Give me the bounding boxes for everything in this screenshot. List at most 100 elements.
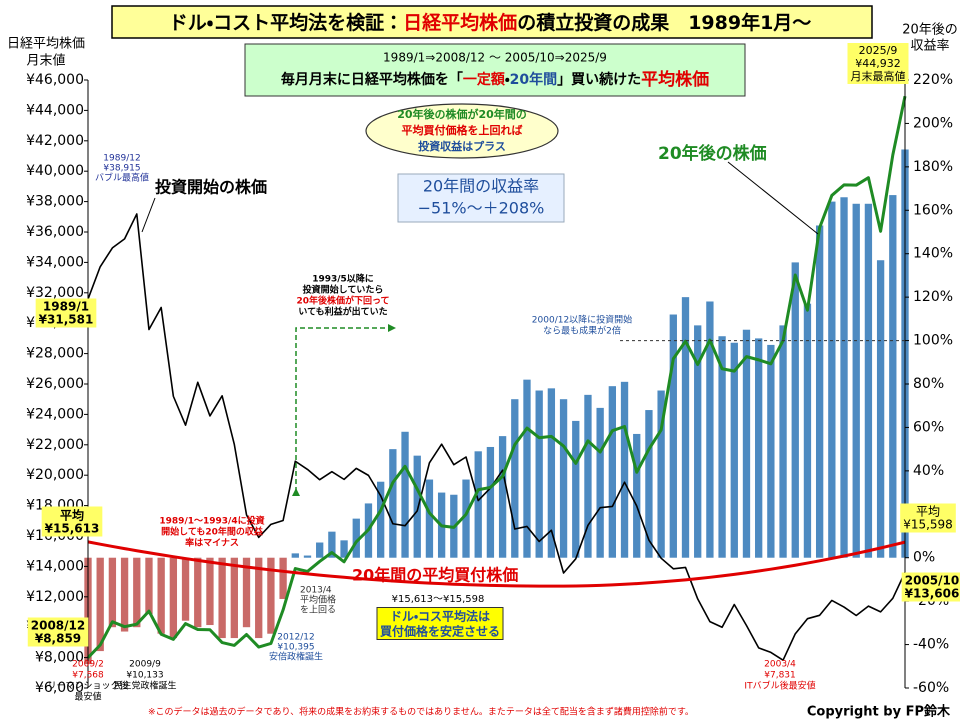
y-tick-label: ¥34,000	[26, 254, 84, 270]
y2-tick-label: -60%	[913, 680, 949, 696]
annotation-text: なら最も成果が2倍	[543, 325, 621, 337]
y2-tick-label: 220%	[913, 72, 953, 88]
bar	[791, 262, 799, 558]
bar	[242, 557, 251, 628]
annotation-text: ¥31,581	[39, 313, 94, 327]
annotation-text: 平均	[60, 508, 84, 523]
annotation-text: ¥8,859	[35, 632, 81, 646]
annotation-text: を上回る	[300, 605, 336, 616]
bar	[694, 325, 702, 558]
bar	[462, 479, 470, 558]
bar	[401, 431, 409, 558]
callout-oval	[365, 103, 559, 159]
y-axis-title: 日経平均株価	[7, 37, 85, 52]
y2-tick-label: 200%	[913, 115, 953, 131]
annotation-text: 月末最高値	[851, 69, 906, 83]
bar	[523, 379, 531, 558]
annotation-background	[35, 298, 97, 328]
annotation-text: 2009/2	[72, 660, 104, 670]
y2-axis-title: 収益率	[910, 39, 949, 54]
arrow	[141, 197, 156, 233]
bar	[181, 557, 190, 621]
subtitle-part: 」買い続けた	[557, 71, 641, 88]
subtitle-part: ・	[505, 72, 510, 88]
y-tick-label: ¥22,000	[26, 437, 84, 453]
bar	[120, 557, 129, 632]
bar	[194, 557, 202, 628]
bar	[218, 557, 226, 639]
annotation-text: 2009/9	[129, 660, 161, 670]
bar	[852, 203, 860, 558]
bar	[425, 479, 434, 558]
arrow	[295, 327, 392, 492]
range-box	[397, 173, 565, 223]
bar	[498, 436, 507, 558]
annotation-text: 1993/5以降に	[312, 273, 374, 285]
annotation-text: 2000/12以降に投資開始	[532, 314, 632, 326]
y-axis-title: 月末値	[26, 53, 65, 69]
line-layer	[86, 95, 907, 661]
y-tick-label: ¥42,000	[26, 133, 84, 149]
annotation-text: 平均価格	[300, 594, 336, 606]
annotation-text: ¥15,598	[903, 518, 953, 532]
annotation-text: 率はマイナス	[185, 537, 239, 549]
y-tick-label: ¥46,000	[26, 72, 84, 88]
y2-tick-label: 100%	[913, 333, 953, 349]
bar	[840, 197, 848, 558]
y-tick-label: ¥40,000	[26, 163, 84, 179]
y2-tick-label: 40%	[913, 463, 944, 479]
bar	[255, 557, 263, 639]
y-tick-label: ¥36,000	[26, 224, 84, 240]
bar	[328, 531, 336, 558]
bar	[474, 451, 482, 558]
bar	[657, 390, 665, 558]
bar	[633, 433, 641, 558]
bar	[730, 342, 738, 558]
annotation-text: 2013/4	[300, 586, 332, 596]
bar	[157, 557, 165, 634]
subtitle: 毎月月末に日経平均株価を「一定額・20年間」買い続けた平均株価	[281, 69, 709, 90]
annotation: 平均¥15,613	[41, 506, 103, 537]
arrow-head	[388, 324, 396, 332]
range-text: −51%〜＋208%	[418, 199, 545, 218]
annotation-text: 平均	[916, 505, 940, 519]
subtitle: 1989/1⇒2008/12 〜 2005/10⇒2025/9	[383, 51, 607, 65]
annotation-text: 買付価格を安定させる	[380, 624, 500, 639]
oval-text: 投資収益はプラス	[418, 139, 506, 153]
bar	[547, 388, 556, 558]
y-tick-label: ¥8,000	[35, 650, 84, 666]
bar	[291, 553, 299, 558]
annotation: 平均¥15,598	[900, 503, 956, 533]
annotation-text: 開始しても20年間の収益	[161, 526, 264, 538]
bar	[535, 390, 543, 558]
y-tick-label: ¥14,000	[26, 558, 84, 574]
range-text: 20年間の収益率	[423, 177, 539, 196]
annotation-background	[27, 617, 89, 647]
annotation-text: 2005/10	[905, 574, 959, 588]
subtitle-box	[244, 43, 746, 97]
bar	[608, 386, 617, 558]
y2-tick-label: 160%	[913, 202, 953, 218]
bar	[779, 325, 787, 558]
bar-layer	[84, 149, 909, 665]
bar	[230, 557, 238, 639]
bar	[706, 301, 714, 558]
bar	[279, 557, 287, 599]
bar	[486, 446, 495, 558]
bar	[559, 399, 568, 558]
annotation-text: 2012/12	[277, 633, 314, 643]
annotations: 1989/12¥38,915バブル最高値1993/5以降に投資開始していたら20…	[27, 43, 960, 703]
annotation-text: 民主党政権誕生	[113, 680, 176, 692]
bar	[767, 344, 775, 558]
y-tick-label: ¥28,000	[26, 346, 84, 362]
y-tick-label: ¥32,000	[26, 285, 84, 301]
bar	[108, 557, 117, 628]
y-tick-label: ¥12,000	[26, 589, 84, 605]
arrow-head	[292, 488, 300, 496]
